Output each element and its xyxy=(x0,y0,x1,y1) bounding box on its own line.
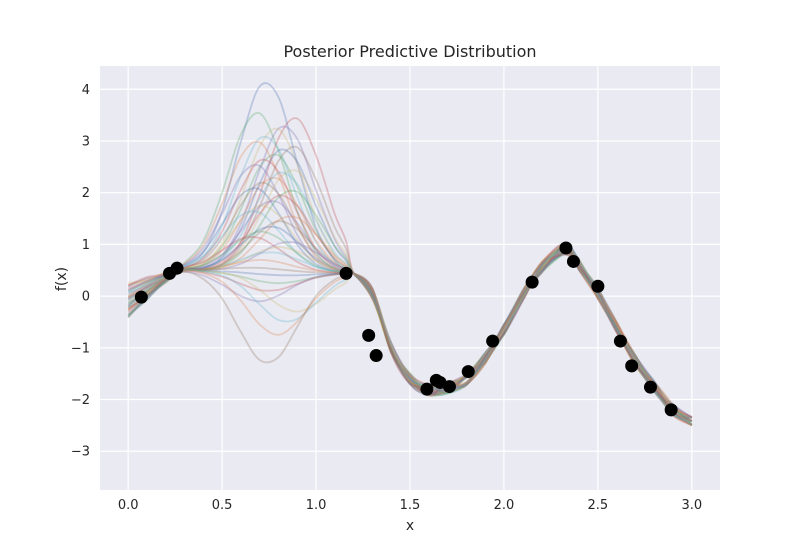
y-tick-label: −1 xyxy=(71,341,90,356)
x-tick-label: 1.5 xyxy=(400,498,421,513)
posterior-sample-line xyxy=(127,135,693,418)
chart-title: Posterior Predictive Distribution xyxy=(283,42,536,61)
y-axis-label: f(x) xyxy=(54,267,70,291)
posterior-sample-line xyxy=(127,158,693,422)
posterior-sample-line xyxy=(127,171,693,422)
y-tick-labels: −3 −2 −1 0 1 2 3 4 xyxy=(71,83,90,460)
posterior-sample-line xyxy=(127,148,692,419)
observation-point xyxy=(664,403,678,417)
y-tick-label: 1 xyxy=(82,238,90,253)
y-tick-label: −3 xyxy=(71,445,90,460)
observation-point xyxy=(486,334,500,348)
y-tick-label: 2 xyxy=(82,186,90,201)
y-tick-label: 3 xyxy=(82,134,90,149)
x-axis-label: x xyxy=(406,518,414,534)
x-tick-label: 2.0 xyxy=(494,498,515,513)
posterior-sample-line xyxy=(127,242,693,419)
posterior-sample-line xyxy=(127,252,693,423)
posterior-sample-line xyxy=(127,242,693,427)
observation-point xyxy=(591,279,605,293)
observation-point xyxy=(559,241,573,255)
x-tick-labels: 0.0 0.5 1.0 1.5 2.0 2.5 3.0 xyxy=(118,498,702,513)
posterior-sample-line xyxy=(127,246,693,423)
y-tick-label: −2 xyxy=(71,393,90,408)
observation-point xyxy=(625,359,639,373)
x-tick-label: 0.0 xyxy=(118,498,139,513)
y-tick-label: 4 xyxy=(82,83,90,98)
y-tick-label: 0 xyxy=(82,290,90,305)
posterior-sample-line xyxy=(127,169,693,426)
observation-point xyxy=(420,382,434,396)
observation-point xyxy=(566,254,580,268)
x-tick-label: 0.5 xyxy=(212,498,233,513)
observation-point xyxy=(461,365,475,379)
posterior-sample-line xyxy=(127,230,693,423)
posterior-sample-line xyxy=(127,236,693,419)
x-tick-label: 2.5 xyxy=(588,498,609,513)
posterior-sample-line xyxy=(127,215,693,423)
posterior-sample-line xyxy=(127,204,692,419)
posterior-sample-line xyxy=(127,249,693,427)
x-tick-label: 3.0 xyxy=(681,498,702,513)
observation-point xyxy=(362,328,376,342)
grid xyxy=(100,66,720,490)
x-tick-label: 1.0 xyxy=(306,498,327,513)
posterior-sample-line xyxy=(127,82,693,426)
observation-point xyxy=(339,266,353,280)
observation-point xyxy=(170,261,184,275)
posterior-sample-line xyxy=(127,244,693,419)
observation-point xyxy=(369,349,383,363)
observation-point xyxy=(643,380,657,394)
observation-points xyxy=(134,241,678,417)
observation-point xyxy=(613,334,627,348)
observation-point xyxy=(134,290,148,304)
posterior-sample-line xyxy=(127,189,693,419)
observation-point xyxy=(525,275,539,289)
observation-point xyxy=(442,380,456,394)
posterior-sample-line xyxy=(127,225,693,426)
